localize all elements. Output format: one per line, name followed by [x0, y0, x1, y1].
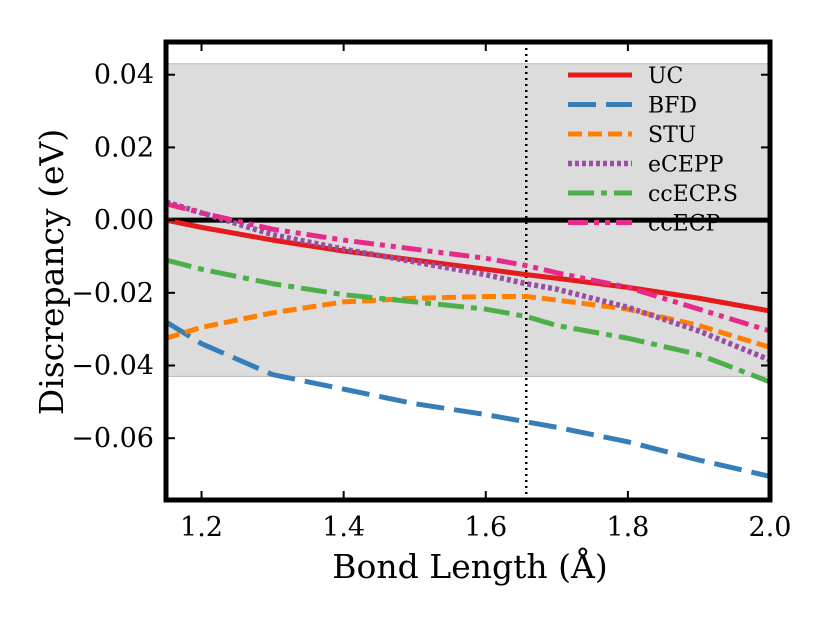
y-tick-label: −0.06 [71, 423, 154, 454]
legend-label-ecepp: eCEPP [648, 153, 724, 178]
axes: 1.2 1.4 1.6 1.8 2.0 0.04 0.02 0.00 −0.02 −0.04 −0.… [71, 39, 792, 543]
legend-label-ccecp: ccECP [648, 212, 721, 237]
legend-label-ccecp-s: ccECP.S [648, 182, 738, 207]
legend-label-stu: STU [648, 123, 696, 148]
y-axis-label: Discrepancy (eV) [32, 129, 71, 416]
y-tick-label: −0.04 [71, 351, 154, 382]
x-tick-label: 1.8 [606, 512, 649, 543]
y-tick-label: 0.00 [94, 205, 154, 236]
x-tick-label: 2.0 [749, 512, 792, 543]
plot-frame [163, 39, 773, 503]
plot-area [166, 42, 770, 500]
series-line-ccecp [166, 201, 770, 334]
x-tick-label: 1.2 [180, 512, 223, 543]
legend: UC BFD STU eCEPP ccECP.S ccECP [568, 64, 738, 237]
x-axis-label: Bond Length (Å) [332, 546, 607, 586]
y-tick-label: −0.02 [71, 278, 154, 309]
series-line-uc [166, 217, 770, 314]
series-line-ecepp [166, 199, 770, 363]
x-tick-label: 1.4 [322, 512, 365, 543]
y-tick-label: 0.04 [94, 60, 154, 91]
y-tick-label: 0.02 [94, 132, 154, 163]
legend-label-bfd: BFD [648, 94, 697, 119]
x-tick-label: 1.6 [464, 512, 507, 543]
series-line-bfd [166, 319, 770, 479]
legend-label-uc: UC [648, 64, 683, 89]
series-line-ccecp-s [166, 257, 770, 385]
